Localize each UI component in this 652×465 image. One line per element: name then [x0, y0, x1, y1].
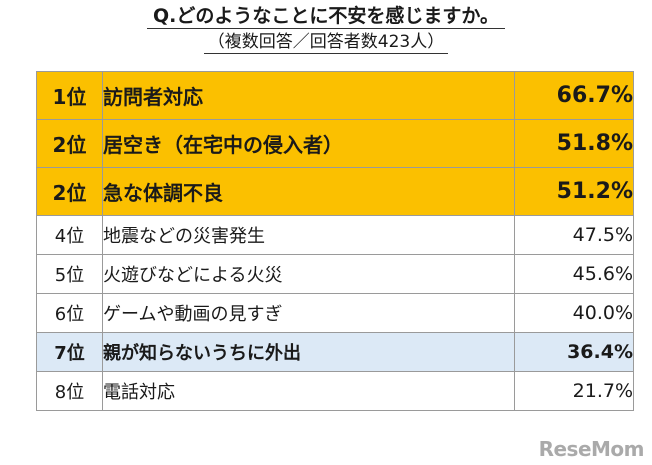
percent-cell: 36.4%	[514, 332, 634, 372]
ranking-table-body: 1位 訪問者対応 66.7% 2位 居空き（在宅中の侵入者） 51.8% 2位 急な体調不良 5…	[36, 71, 634, 411]
rank-cell: 1位	[36, 71, 103, 120]
table-row: 2位 急な体調不良 51.2%	[36, 167, 634, 216]
rank-cell: 4位	[36, 215, 103, 255]
table-row: 4位 地震などの災害発生 47.5%	[36, 215, 634, 255]
rank-cell: 2位	[36, 167, 103, 216]
item-cell: 火遊びなどによる火災	[102, 254, 515, 294]
rank-cell: 5位	[36, 254, 103, 294]
percent-cell: 47.5%	[514, 215, 634, 255]
resemom-watermark-logo: ReseMom	[538, 437, 645, 461]
item-cell: 電話対応	[102, 371, 515, 411]
chart-title: Q.どのようなことに不安を感じますか。	[147, 4, 505, 29]
ranking-table: 1位 訪問者対応 66.7% 2位 居空き（在宅中の侵入者） 51.8% 2位 急な体調不良 5…	[36, 71, 634, 411]
table-row: 5位 火遊びなどによる火災 45.6%	[36, 254, 634, 294]
table-row: 2位 居空き（在宅中の侵入者） 51.8%	[36, 119, 634, 168]
item-cell: 親が知らないうちに外出	[102, 332, 515, 372]
table-row: 8位 電話対応 21.7%	[36, 371, 634, 411]
table-row: 1位 訪問者対応 66.7%	[36, 71, 634, 120]
rank-cell: 2位	[36, 119, 103, 168]
percent-cell: 66.7%	[514, 71, 634, 120]
percent-cell: 45.6%	[514, 254, 634, 294]
percent-cell: 40.0%	[514, 293, 634, 333]
percent-cell: 21.7%	[514, 371, 634, 411]
rank-cell: 6位	[36, 293, 103, 333]
title-container: Q.どのようなことに不安を感じますか。	[0, 4, 652, 29]
item-cell: 訪問者対応	[102, 71, 515, 120]
item-cell: 急な体調不良	[102, 167, 515, 216]
rank-cell: 7位	[36, 332, 103, 372]
subtitle-container: （複数回答／回答者数423人）	[0, 31, 652, 54]
table-row: 7位 親が知らないうちに外出 36.4%	[36, 332, 634, 372]
rank-cell: 8位	[36, 371, 103, 411]
item-cell: 地震などの災害発生	[102, 215, 515, 255]
percent-cell: 51.8%	[514, 119, 634, 168]
item-cell: ゲームや動画の見すぎ	[102, 293, 515, 333]
chart-subtitle: （複数回答／回答者数423人）	[203, 31, 449, 54]
item-cell: 居空き（在宅中の侵入者）	[102, 119, 515, 168]
table-row: 6位 ゲームや動画の見すぎ 40.0%	[36, 293, 634, 333]
percent-cell: 51.2%	[514, 167, 634, 216]
